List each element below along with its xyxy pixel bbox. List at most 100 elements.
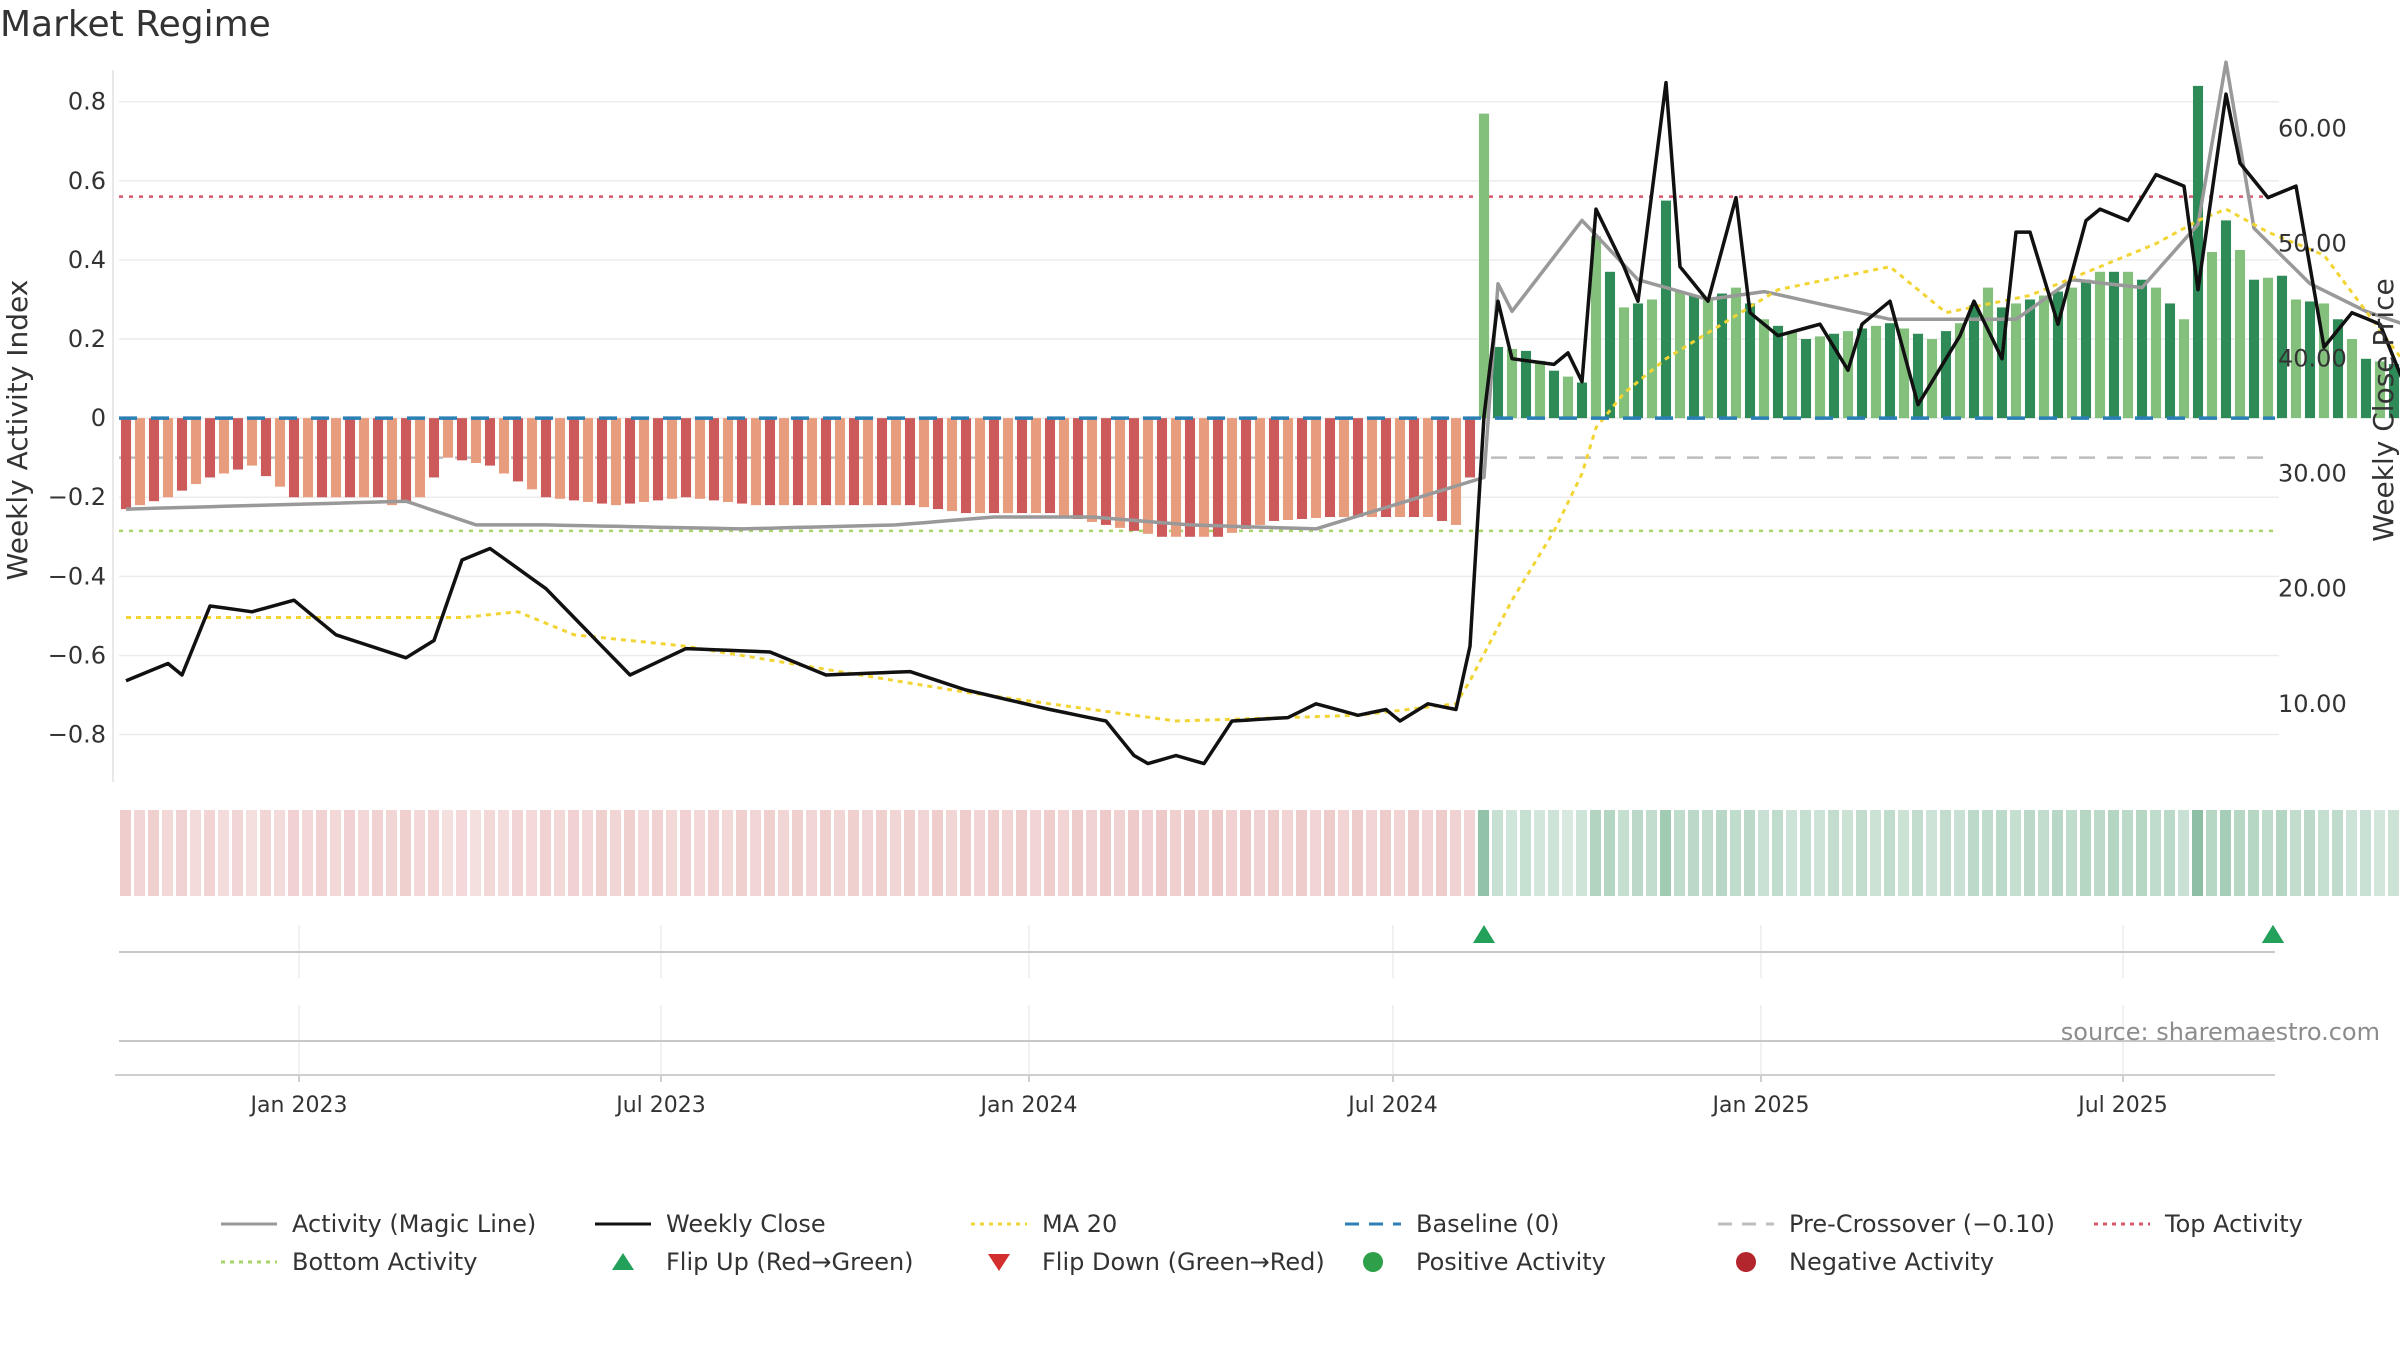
regime-heat-cell [1786, 810, 1797, 896]
regime-heat-cell [1758, 810, 1769, 896]
regime-heat-cell [2136, 810, 2147, 896]
activity-bar [1674, 291, 1686, 419]
regime-heat-cell [1520, 810, 1531, 896]
regime-heat-cell [876, 810, 887, 896]
regime-heat-cell [988, 810, 999, 896]
regime-heat-cell [1478, 810, 1489, 896]
activity-bar [1842, 331, 1854, 419]
regime-heat-cell [2150, 810, 2161, 896]
regime-heat-cell [1254, 810, 1265, 896]
regime-heat-cell [2262, 810, 2273, 896]
activity-bar [274, 418, 286, 487]
legend-item: Negative Activity [1717, 1244, 1994, 1280]
activity-bar [1912, 333, 1924, 419]
legend-label: Baseline (0) [1416, 1210, 1560, 1238]
activity-bar [2192, 85, 2204, 419]
regime-heat-cell [904, 810, 915, 896]
dotted-line-icon [2094, 1222, 2150, 1226]
activity-bar [722, 418, 734, 502]
x-tick-label: Jan 2023 [249, 1093, 348, 1118]
activity-bar [260, 418, 272, 477]
regime-heat-cell [2304, 810, 2315, 896]
legend-item: Activity (Magic Line) [220, 1206, 536, 1242]
activity-bar [890, 418, 902, 506]
activity-bar [428, 418, 440, 478]
regime-heat-cell [1212, 810, 1223, 896]
activity-bar [666, 418, 678, 499]
activity-bars [120, 85, 2400, 537]
activity-bar [1758, 319, 1770, 419]
activity-bar [2290, 299, 2302, 419]
regime-heat-cell [1982, 810, 1993, 896]
regime-heat-cell [1660, 810, 1671, 896]
regime-heat-cell [1912, 810, 1923, 896]
activity-bar [988, 418, 1000, 514]
regime-heat-cell [638, 810, 649, 896]
activity-bar [1744, 303, 1756, 419]
activity-bar [2388, 364, 2400, 419]
activity-bar [1590, 236, 1602, 419]
regime-heat-cell [750, 810, 761, 896]
activity-bar [2178, 319, 2190, 419]
regime-heat-cell [2332, 810, 2343, 896]
activity-bar [1016, 418, 1028, 514]
regime-heat-cell [1142, 810, 1153, 896]
activity-bar [1968, 305, 1980, 419]
activity-bar [1058, 418, 1070, 517]
activity-bar [1100, 418, 1112, 525]
activity-bar [1422, 418, 1434, 518]
regime-heat-cell [1352, 810, 1363, 896]
activity-bar [2206, 252, 2218, 419]
activity-bar [792, 418, 804, 506]
circle-icon [1363, 1252, 1383, 1272]
y-tick-label: 0.4 [68, 246, 106, 274]
activity-bar [2332, 319, 2344, 419]
y2-tick-label: 60.00 [2278, 115, 2347, 143]
regime-heat-cell [386, 810, 397, 896]
regime-heat-cell [1338, 810, 1349, 896]
regime-heat-cell [1002, 810, 1013, 896]
regime-heat-cell [708, 810, 719, 896]
dotted-line-icon [221, 1260, 277, 1264]
legend: Activity (Magic Line) Weekly Close MA 20 Ba… [0, 1200, 2400, 1280]
legend-label: Flip Down (Green→Red) [1042, 1248, 1325, 1276]
activity-bar [162, 418, 174, 498]
activity-bar [974, 418, 986, 514]
activity-bar [960, 418, 972, 514]
activity-bar [484, 418, 496, 466]
regime-heat-cell [1030, 810, 1041, 896]
regime-heat-cell [792, 810, 803, 896]
regime-heat-cell [610, 810, 621, 896]
solid-line-icon [595, 1222, 651, 1226]
legend-label: MA 20 [1042, 1210, 1118, 1238]
activity-bar [1198, 418, 1210, 537]
activity-bar [876, 418, 888, 506]
regime-heat-cell [1926, 810, 1937, 896]
regime-heat-cell [1324, 810, 1335, 896]
y2-axis-label: Weekly Close Price [2367, 278, 2400, 541]
regime-heat-cell [1870, 810, 1881, 896]
activity-bar [2136, 279, 2148, 419]
legend-label: Weekly Close [666, 1210, 826, 1238]
y2-tick-label: 30.00 [2278, 460, 2347, 488]
y-tick-label: −0.2 [48, 483, 106, 511]
activity-bar [1464, 418, 1476, 478]
legend-label: Bottom Activity [292, 1248, 478, 1276]
regime-heat-cell [946, 810, 957, 896]
activity-bar [1884, 323, 1896, 419]
regime-heat-cell [1086, 810, 1097, 896]
activity-bar [1394, 418, 1406, 518]
grid-layer [119, 100, 2279, 1075]
activity-bar [582, 418, 594, 502]
activity-bar [1646, 299, 1658, 419]
x-tick-label: Jul 2024 [1346, 1093, 1438, 1118]
regime-heat-cell [2220, 810, 2231, 896]
regime-heat-cell [890, 810, 901, 896]
activity-bar [1702, 299, 1714, 419]
regime-heat-cell [680, 810, 691, 896]
regime-heat-cell [1562, 810, 1573, 896]
regime-heat-cell [1898, 810, 1909, 896]
y2-tick-label: 50.00 [2278, 230, 2347, 258]
regime-heat-cell [288, 810, 299, 896]
regime-heat-cell [596, 810, 607, 896]
